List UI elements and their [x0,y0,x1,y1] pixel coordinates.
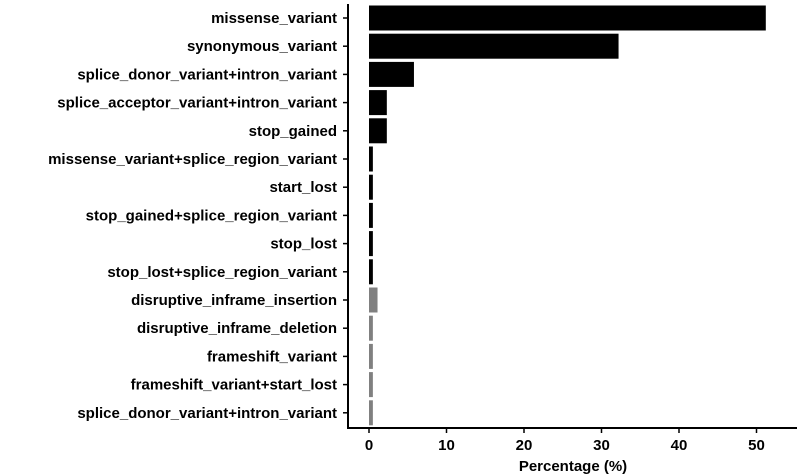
category-label: disruptive_inframe_insertion [131,292,337,309]
x-axis-title: Percentage (%) [519,458,627,475]
bar [369,315,373,341]
category-label: splice_acceptor_variant+intron_variant [57,95,337,112]
category-label: splice_donor_variant+intron_variant [77,405,337,422]
category-label: stop_lost+splice_region_variant [107,264,337,281]
bar [369,231,373,257]
bar [369,118,387,144]
category-labels: missense_variant synonymous_variantsplice… [48,10,337,422]
x-tick-label: 10 [438,437,455,454]
bar [369,372,373,398]
x-tick-label: 20 [516,437,533,454]
bar [369,5,766,31]
x-tick-label: 50 [748,437,765,454]
bar [369,90,387,116]
category-label: splice_donor_variant+intron_variant [77,66,337,83]
bar [369,146,373,172]
bar [369,287,378,313]
bar [369,33,619,59]
bar [369,400,373,426]
x-axis-ticks: 0 10 20 30 40 50 [365,428,765,454]
category-label: synonymous_variant [187,38,337,55]
category-label: disruptive_inframe_deletion [137,320,337,337]
bars-group [369,5,766,426]
x-tick-label: 40 [671,437,688,454]
category-label: start_lost [269,179,337,196]
category-label: stop_gained [249,123,337,140]
category-label: stop_lost [270,236,337,253]
category-label: frameshift_variant+start_lost [131,377,337,394]
category-label: missense_variant+splice_region_variant [48,151,337,168]
bar [369,174,373,200]
bar [369,343,373,369]
bar [369,202,373,228]
category-label: frameshift_variant [207,348,337,365]
category-label: missense_variant [211,10,337,27]
category-label: stop_gained+splice_region_variant [86,207,337,224]
bar [369,259,373,285]
x-tick-label: 0 [365,437,373,454]
bar [369,61,414,87]
x-tick-label: 30 [593,437,610,454]
